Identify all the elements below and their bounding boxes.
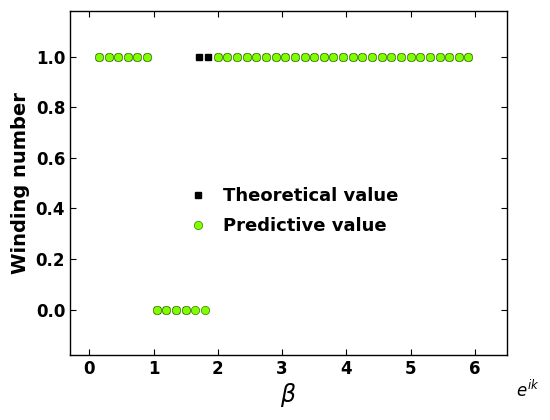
- Text: $e^{ik}$: $e^{ik}$: [516, 379, 539, 401]
- X-axis label: $\beta$: $\beta$: [280, 381, 296, 409]
- Y-axis label: Winding number: Winding number: [11, 92, 30, 274]
- Legend: Theoretical value, Predictive value: Theoretical value, Predictive value: [174, 180, 405, 241]
